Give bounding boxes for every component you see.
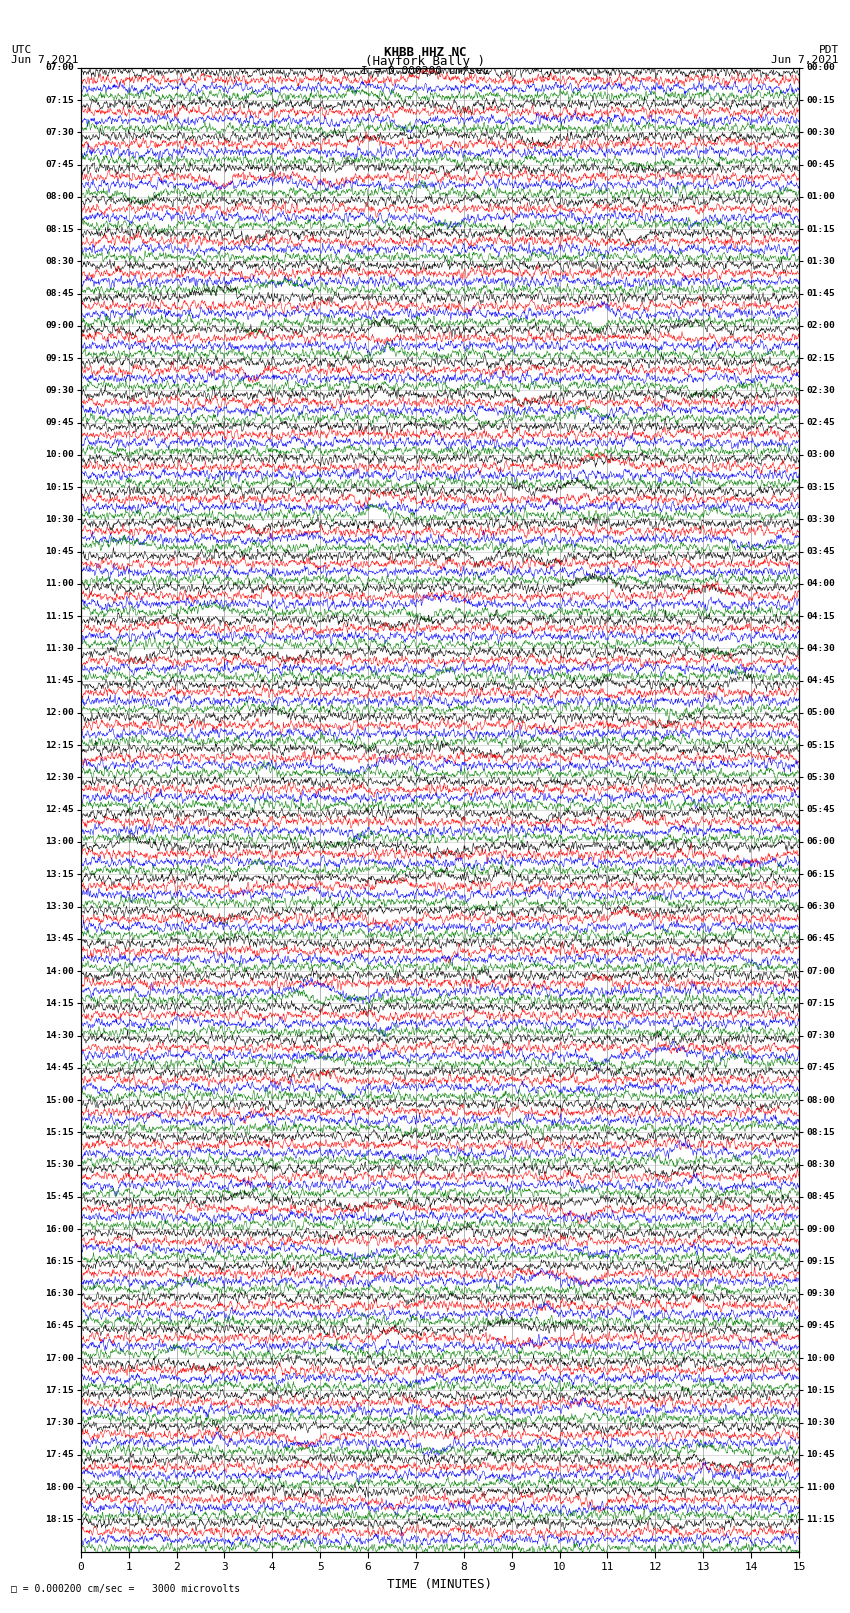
Text: PDT: PDT: [819, 45, 839, 55]
Text: I = 0.000200 cm/sec: I = 0.000200 cm/sec: [361, 66, 489, 76]
Text: Jun 7,2021: Jun 7,2021: [772, 55, 839, 65]
Text: KHBB HHZ NC: KHBB HHZ NC: [383, 45, 467, 58]
Text: (Hayfork Bally ): (Hayfork Bally ): [365, 55, 485, 68]
Text: UTC: UTC: [11, 45, 31, 55]
Text: □ = 0.000200 cm/sec =   3000 microvolts: □ = 0.000200 cm/sec = 3000 microvolts: [11, 1584, 241, 1594]
X-axis label: TIME (MINUTES): TIME (MINUTES): [388, 1578, 492, 1590]
Text: Jun 7,2021: Jun 7,2021: [11, 55, 78, 65]
